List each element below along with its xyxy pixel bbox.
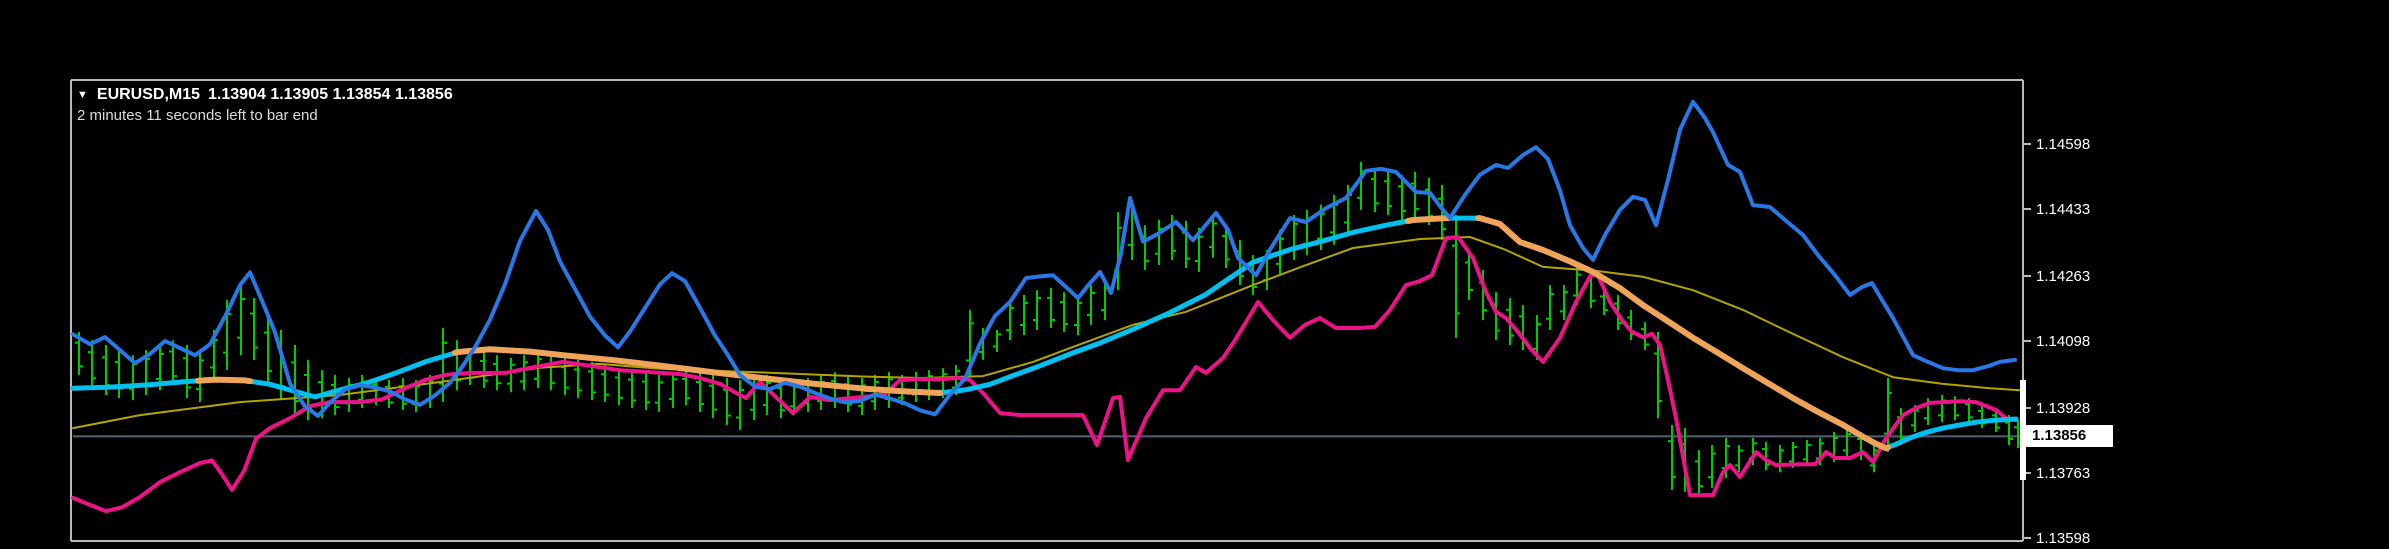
pink-overlay-line bbox=[71, 235, 2018, 514]
chart-symbol-period: EURUSD,M15 bbox=[96, 86, 201, 103]
chart-ohlc-quote: 1.13904 1.13905 1.13854 1.13856 bbox=[208, 86, 453, 103]
price-scale[interactable] bbox=[2024, 80, 2154, 542]
chart-menu-triangle-icon[interactable]: ▼ bbox=[77, 89, 88, 101]
axis-label: 1.14433 bbox=[2036, 201, 2090, 218]
ma-slow-line bbox=[72, 236, 2021, 430]
current-price-axis-marker bbox=[2020, 380, 2026, 480]
axis-label: 1.13598 bbox=[2036, 530, 2090, 547]
ma-fast-highlight-segment bbox=[1405, 215, 1451, 224]
blue-overlay-line bbox=[71, 99, 2017, 418]
ma-fast-highlight-segment bbox=[195, 376, 253, 385]
ma-fast-highlight-segment bbox=[452, 346, 943, 396]
bar-countdown: 2 minutes 11 seconds left to bar end bbox=[77, 107, 318, 124]
axis-label: 1.13763 bbox=[2036, 465, 2090, 482]
chart-plot-area[interactable] bbox=[73, 82, 2021, 540]
current-price-box: 1.13856 bbox=[2026, 425, 2113, 447]
ma-fast-highlight-segment bbox=[1475, 215, 1891, 452]
axis-label: 1.14263 bbox=[2036, 268, 2090, 285]
chart-header: ▼ EURUSD,M15 1.13904 1.13905 1.13854 1.1… bbox=[77, 86, 453, 104]
current-price-value: 1.13856 bbox=[2032, 427, 2087, 444]
axis-label: 1.14098 bbox=[2036, 333, 2090, 350]
axis-label: 1.14598 bbox=[2036, 136, 2090, 153]
axis-label: 1.13928 bbox=[2036, 400, 2090, 417]
